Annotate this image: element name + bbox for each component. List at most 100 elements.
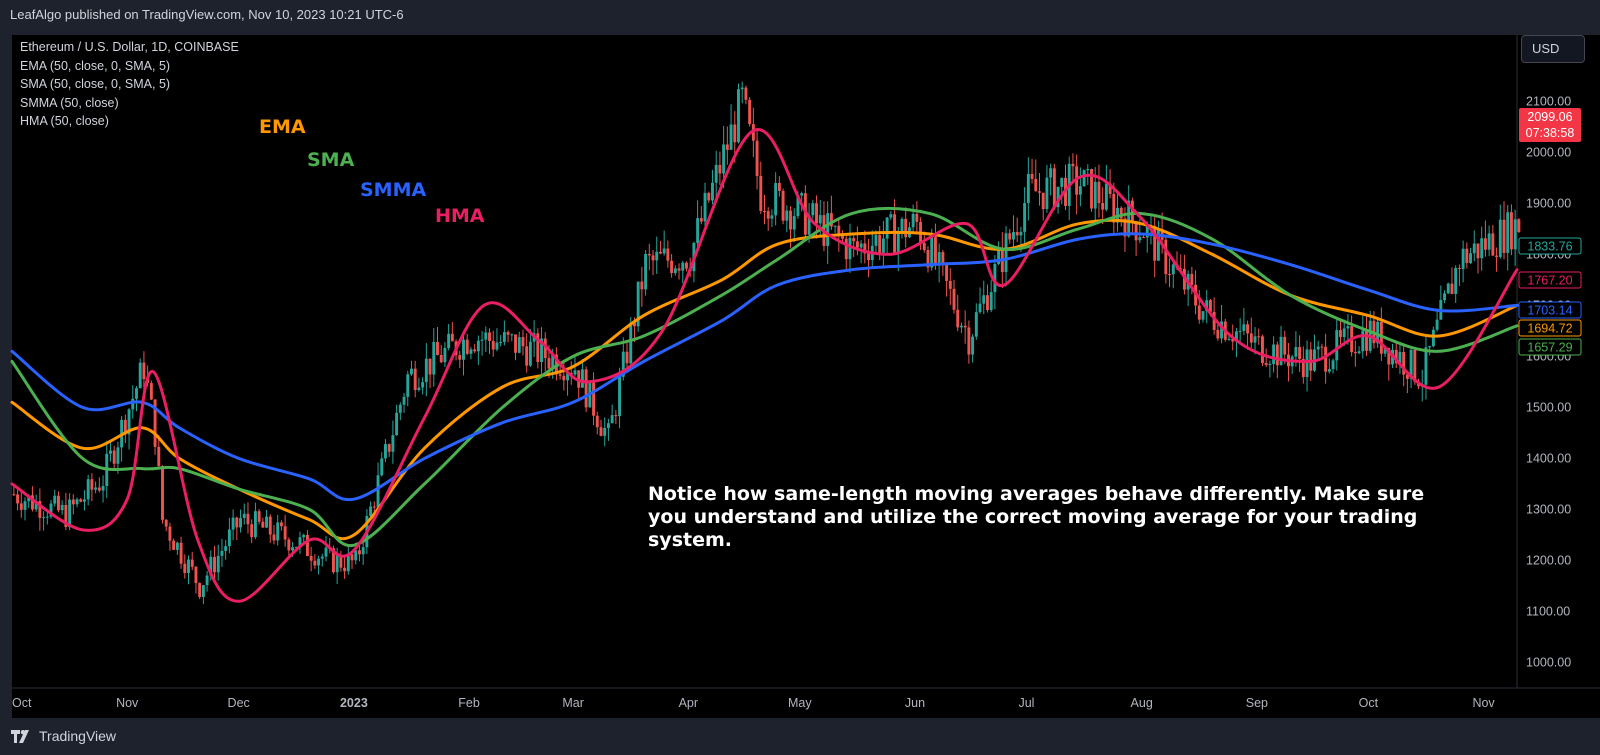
candle-body [685,262,688,269]
candle-body [261,521,265,528]
candle-body [298,537,302,547]
candle-body [361,547,365,555]
candle-body [436,341,439,356]
legend-symbol[interactable]: Ethereum / U.S. Dollar, 1D, COINBASE [20,40,239,54]
candle-body [1339,330,1342,337]
candle-body [978,303,982,313]
candle-body [1275,344,1279,366]
y-tick-label: 1000.00 [1526,655,1571,669]
candle-body [1268,363,1272,365]
candle-body [250,524,254,538]
candle-body [1413,349,1417,382]
annotation-text: Notice how same-length moving averages b… [648,483,1425,551]
candle-body [963,325,967,328]
candle-body [320,556,324,559]
x-tick-label: Mar [562,696,584,710]
candle-body [933,236,937,265]
candle-body [770,215,774,219]
candle-body [971,336,975,355]
candle-body [629,322,633,364]
candle-body [23,501,27,510]
candle-body [677,268,681,271]
candle-body [410,368,413,375]
candle-body [699,218,703,222]
candle-body [1316,346,1320,350]
legend-sma[interactable]: SMA (50, close, 0, SMA, 5) [20,77,171,91]
candle-body [1301,358,1305,378]
candle-body [1465,248,1469,263]
candle-body [443,347,447,363]
candle-body [1272,344,1276,364]
candle-body [948,280,952,289]
candle-body [569,372,573,375]
candle-body [521,337,525,347]
candle-body [1205,300,1209,312]
candle-body [941,252,945,264]
candle-body [432,341,436,375]
candle-body [19,503,23,510]
legend-hma[interactable]: HMA (50, close) [20,114,109,128]
candle-body [974,312,978,337]
candle-body [1201,311,1205,320]
price-chart[interactable]: 1000.00 1100.00 1200.00 1300.00 1400.00 1500.… [0,30,1600,718]
candle-body [1041,192,1045,210]
candle-body [324,547,328,557]
candle-body [807,215,811,235]
candle-body [1376,321,1380,344]
candle-body [1361,330,1365,352]
candle-body [235,517,239,528]
candle-body [718,164,722,174]
candle-body [1383,348,1387,354]
candle-body [1134,222,1138,241]
candle-body [584,369,588,408]
candle-body [603,427,607,436]
candle-body [852,238,856,242]
candle-body [1320,346,1324,348]
candle-body [1428,346,1432,348]
candle-body [1495,255,1499,257]
candle-body [1045,177,1049,210]
candle-body [881,238,885,253]
candle-body [75,499,79,505]
candle-body [551,354,555,369]
candle-body [153,399,157,447]
legend-ema[interactable]: EMA (50, close, 0, SMA, 5) [20,58,171,73]
candle-body [915,213,919,222]
candle-body [989,292,993,311]
candle-body [1398,352,1402,364]
candle-body [517,337,521,353]
value-badge-label: 1767.20 [1527,274,1572,288]
candle-body [49,503,53,517]
candle-body [12,494,16,496]
candle-body [90,479,94,490]
candle-body [194,566,198,584]
hma-label: HMA [435,205,485,227]
candle-body [335,555,339,573]
candle-body [1249,333,1253,343]
candle-body [829,213,833,227]
smma-label: SMMA [360,179,427,201]
legend-smma[interactable]: SMMA (50, close) [20,95,119,110]
candle-body [766,211,770,219]
candle-body [476,340,480,352]
candle-body [707,192,711,201]
candle-body [1365,330,1368,351]
candle-body [703,192,707,222]
candle-body [844,238,848,260]
candle-body [1238,330,1242,332]
candle-body [1491,233,1495,256]
candle-body [391,435,395,452]
candle-body [242,513,246,519]
candle-body [1435,319,1439,330]
tradingview-logo[interactable]: TradingView [11,728,116,744]
candle-body [855,241,859,248]
candle-body [815,203,818,224]
candle-body [1487,233,1491,250]
candle-body [1402,352,1406,375]
candle-body [71,499,75,505]
candle-body [1008,233,1012,240]
candle-body [959,325,963,328]
candle-body [64,504,68,527]
chart-legend: Ethereum / U.S. Dollar, 1D, COINBASE EMA… [20,38,239,131]
currency-button[interactable]: USD [1521,35,1585,63]
